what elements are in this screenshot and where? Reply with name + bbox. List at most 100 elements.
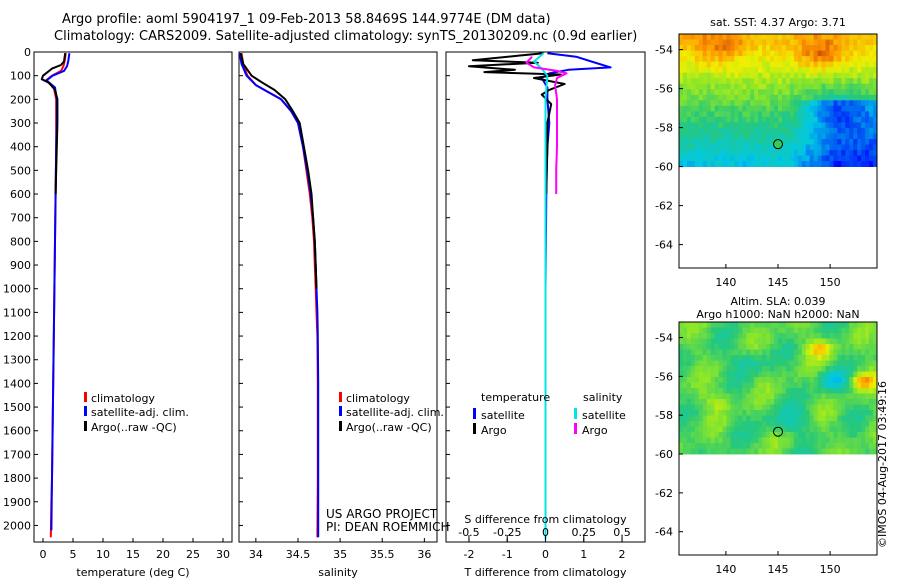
sst-map-cell xyxy=(706,150,712,156)
sst-map-cell xyxy=(869,100,874,107)
sla-map-cell xyxy=(774,327,779,334)
sla-map-cell xyxy=(702,421,708,427)
sla-map-cell xyxy=(801,437,807,444)
sst-map-cell xyxy=(849,50,854,57)
sst-map-cell xyxy=(837,94,842,101)
sla-map-cell xyxy=(813,322,818,328)
sla-map-cell xyxy=(754,443,759,449)
sla-map-cell xyxy=(825,322,830,328)
sst-map-cell xyxy=(766,105,771,112)
sst-map-cell xyxy=(841,161,846,167)
sst-map-cell xyxy=(809,72,815,79)
sst-map-cell xyxy=(750,78,755,85)
sst-map-cell xyxy=(714,138,719,145)
sst-map-cell xyxy=(754,61,759,68)
sla-map-cell xyxy=(718,371,723,378)
sst-map-cell xyxy=(734,127,739,134)
sla-map-cell xyxy=(754,333,759,339)
sst-map-cell xyxy=(781,61,787,68)
sst-map-cell xyxy=(841,34,846,40)
sla-map-cell xyxy=(825,388,830,394)
sst-map-cell xyxy=(789,39,795,46)
sla-map-cell xyxy=(853,349,858,356)
sst-map-cell xyxy=(853,78,858,85)
sst-map-cell xyxy=(817,94,822,101)
sst-map-cell xyxy=(746,34,751,40)
sst-map-cell xyxy=(789,61,795,68)
sst-map-cell xyxy=(726,34,731,40)
sla-map-cell xyxy=(730,377,735,383)
sla-map-cell xyxy=(690,432,696,438)
sla-map-cell xyxy=(829,382,834,389)
sla-map-cell xyxy=(837,349,842,356)
sla-map-cell xyxy=(702,443,708,449)
sst-map-cell xyxy=(750,94,755,101)
sst-map-cell xyxy=(694,100,700,107)
sla-map-cell xyxy=(738,426,743,433)
sst-map-cell xyxy=(865,78,870,85)
sla-map-cell xyxy=(710,382,716,389)
sla-map-cell xyxy=(766,355,771,361)
sst-map-ytick-label: -62 xyxy=(655,200,673,213)
sst-map-cell xyxy=(774,161,779,167)
sst-map-cell xyxy=(857,83,862,90)
sla-map-cell xyxy=(865,415,870,422)
sla-map-cell xyxy=(746,443,751,449)
depth-tick-label: 1600 xyxy=(3,425,31,438)
sla-map-cell xyxy=(813,437,818,444)
sst-map-cell xyxy=(754,127,759,134)
sst-map-cell xyxy=(833,138,838,145)
sst-map-cell xyxy=(813,116,818,123)
sst-map-cell xyxy=(754,155,759,162)
sst-map-cell xyxy=(849,94,854,101)
sla-map-cell xyxy=(698,382,704,389)
sst-map-cell xyxy=(694,133,700,140)
sla-map-cell xyxy=(698,432,704,438)
difference-xtick-label: -2 xyxy=(463,548,474,561)
sst-map-cell xyxy=(809,111,815,118)
sst-map-cell xyxy=(845,161,850,167)
sla-map-cell xyxy=(853,399,858,405)
sst-map-ytick-label: -54 xyxy=(655,44,673,57)
sla-map-cell xyxy=(758,322,763,328)
sst-map-cell xyxy=(861,50,866,57)
sla-map-cell xyxy=(686,443,692,449)
sst-map-cell xyxy=(793,78,799,85)
sla-map-cell xyxy=(841,421,846,427)
sla-map-cell xyxy=(821,426,826,433)
sla-map-cell xyxy=(853,333,858,339)
sla-map-cell xyxy=(873,360,878,367)
sst-map-cell xyxy=(781,150,787,156)
sst-map-cell xyxy=(801,94,807,101)
sst-map-cell xyxy=(785,61,791,68)
sla-map-cell xyxy=(706,437,712,444)
sst-map-cell xyxy=(801,133,807,140)
sla-map-cell xyxy=(679,415,684,422)
sla-map-cell xyxy=(762,443,767,449)
sst-map-cell xyxy=(805,56,811,63)
sst-map-cell xyxy=(706,116,712,123)
temperature-legend-label: climatology xyxy=(91,392,155,405)
sst-map-cell xyxy=(845,83,850,90)
sla-map-cell xyxy=(750,393,755,400)
sla-map-cell xyxy=(770,377,775,383)
depth-tick-label: 800 xyxy=(10,235,31,248)
sst-map-cell xyxy=(746,144,751,151)
sla-map-cell xyxy=(869,377,874,383)
sla-map-cell xyxy=(841,404,846,411)
sla-map-cell xyxy=(837,393,842,400)
sst-map-cell xyxy=(750,116,755,123)
sst-map-cell xyxy=(694,83,700,90)
sst-map-cell xyxy=(722,94,727,101)
sst-map-cell xyxy=(774,116,779,123)
sst-map-cell xyxy=(766,83,771,90)
sst-map-cell xyxy=(861,83,866,90)
sla-map-cell xyxy=(710,366,716,372)
sst-map-cell xyxy=(730,138,735,145)
sst-map-cell xyxy=(873,122,878,129)
sst-map-cell xyxy=(766,78,771,85)
sla-map-cell xyxy=(853,382,858,389)
sla-map-cell xyxy=(762,437,767,444)
sla-map-cell xyxy=(758,421,763,427)
sst-map-cell xyxy=(702,161,708,167)
